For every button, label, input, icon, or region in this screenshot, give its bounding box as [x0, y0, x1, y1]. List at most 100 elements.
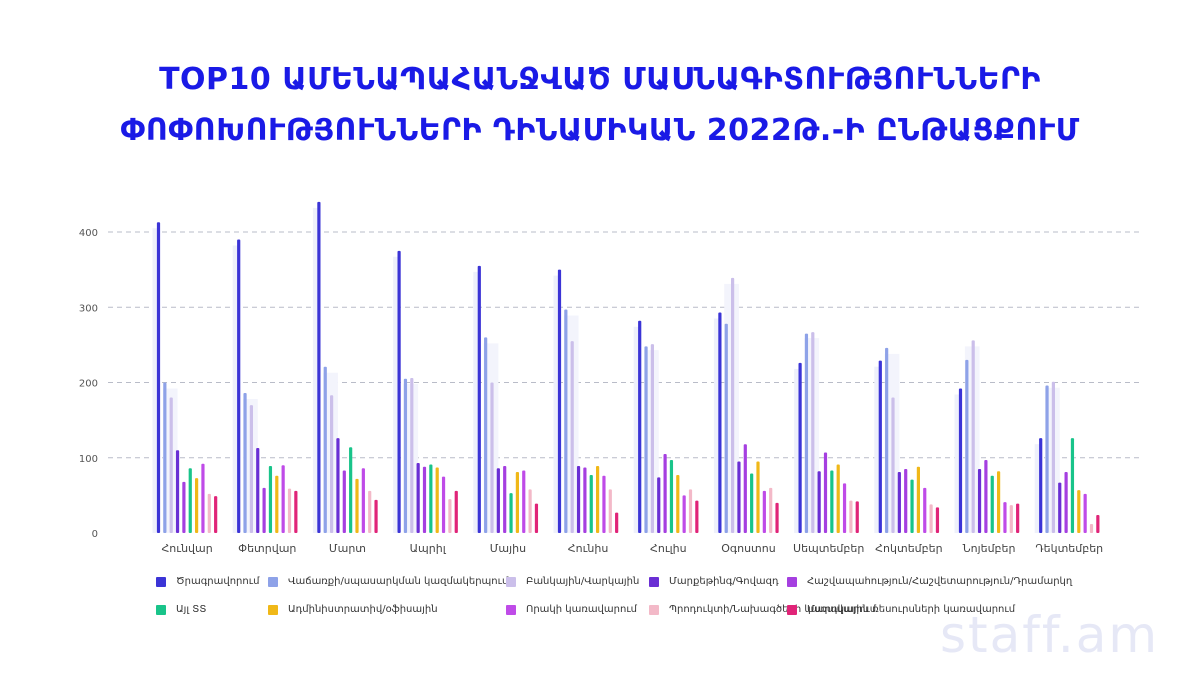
bar	[368, 490, 372, 533]
bar	[201, 463, 205, 533]
bar	[1096, 514, 1100, 533]
bar	[1083, 493, 1087, 533]
x-axis: Հունվար Փետրվար Մարտ Ապրիլ Մայիս Հունիս Հուլիս…	[161, 542, 1103, 555]
bar	[534, 503, 539, 533]
bar-shadow	[874, 366, 881, 533]
bar-shadow	[312, 207, 319, 533]
bar	[589, 475, 593, 533]
legend-label: Հաշվապահություն/Հաշվետարություն/Դրամարկղ	[807, 576, 1073, 587]
bar	[929, 504, 933, 533]
bar	[237, 239, 241, 533]
bar-shadow	[473, 271, 480, 533]
bar	[448, 499, 452, 533]
bar	[1089, 523, 1094, 533]
bar	[175, 450, 180, 533]
bar-group	[713, 277, 779, 533]
bar	[342, 470, 346, 533]
bar	[188, 468, 192, 533]
bar	[403, 378, 408, 533]
bar	[743, 444, 747, 533]
bar	[842, 483, 847, 533]
bar	[323, 366, 327, 533]
brand-watermark: staff.am	[940, 606, 1160, 664]
legend-item: Մարդկային ռեսուրսների կառավարում	[787, 604, 1015, 615]
bar-group	[874, 347, 940, 533]
legend-label: Ծրագրավորում	[176, 576, 260, 587]
bar	[608, 489, 612, 533]
bar	[663, 453, 667, 533]
bar	[830, 470, 834, 533]
bar	[397, 250, 401, 533]
bar	[1070, 438, 1075, 533]
bar	[441, 476, 446, 533]
bar-group	[794, 332, 859, 533]
legend-label: Մարդկային ռեսուրսների կառավարում	[807, 604, 1016, 615]
bar	[287, 488, 292, 533]
legend-swatch	[787, 576, 797, 587]
bar	[564, 309, 568, 533]
bar	[294, 490, 298, 533]
bar	[570, 341, 574, 533]
bar	[897, 472, 901, 533]
bar	[262, 487, 266, 533]
bar	[429, 464, 433, 533]
legend-swatch	[268, 604, 278, 615]
bar	[997, 471, 1001, 533]
bar	[977, 469, 982, 533]
bar	[804, 333, 809, 533]
bar	[195, 478, 199, 533]
bar	[984, 460, 988, 533]
bar	[923, 487, 927, 533]
bar	[169, 397, 173, 533]
y-tick-label: 100	[79, 454, 98, 465]
bar	[885, 347, 889, 533]
bar	[811, 332, 815, 533]
bar	[1058, 482, 1062, 533]
bar-group	[152, 222, 218, 533]
legend-swatch	[506, 604, 516, 615]
legend-swatch	[156, 604, 166, 615]
y-tick-label: 0	[92, 529, 98, 540]
legend-item: Հաշվապահություն/Հաշվետարություն/Դրամարկղ	[787, 576, 1072, 587]
bar	[855, 501, 859, 533]
x-tick-label: Հունվար	[161, 542, 212, 555]
bar-shadow	[1034, 444, 1041, 533]
legend-label: Որակի կառավարում	[526, 604, 637, 615]
bar	[317, 201, 321, 533]
bar-shadow	[954, 394, 961, 533]
chart-title-line-1: TOP10 ԱՄԵՆԱՊԱՀԱՆՋՎԱԾ ՄԱՍՆԱԳԻՏՈՒԹՅՈՒՆՆԵՐԻ	[159, 62, 1041, 97]
bar	[256, 447, 260, 533]
bar	[1003, 502, 1007, 533]
bar-group	[232, 239, 298, 533]
bar-group	[312, 201, 378, 533]
bar-shadow	[232, 245, 239, 533]
bar	[268, 466, 273, 533]
bar	[965, 359, 969, 533]
bar	[355, 478, 359, 533]
bar	[1077, 490, 1081, 533]
x-tick-label: Մայիս	[490, 542, 526, 555]
x-tick-label: Հունիս	[568, 542, 609, 555]
bar	[576, 466, 581, 533]
legend-swatch	[649, 604, 659, 615]
bar	[490, 382, 494, 533]
bars	[152, 201, 1100, 533]
bar	[823, 452, 828, 533]
bar	[775, 502, 779, 533]
bar	[163, 382, 167, 533]
bar-shadow	[713, 318, 720, 533]
bar	[836, 464, 840, 533]
bar	[515, 472, 519, 533]
bar	[214, 496, 218, 533]
x-tick-label: Նոյեմբեր	[963, 542, 1016, 555]
bar	[361, 468, 365, 533]
bar	[891, 397, 895, 533]
bar	[769, 487, 773, 533]
bar	[249, 405, 253, 533]
bar	[557, 269, 562, 533]
bar	[935, 507, 940, 533]
bar-group	[633, 320, 699, 533]
bar	[503, 466, 507, 533]
legend-item: Պրոդուկտի/Նախագծերի կառավարում	[649, 604, 876, 615]
